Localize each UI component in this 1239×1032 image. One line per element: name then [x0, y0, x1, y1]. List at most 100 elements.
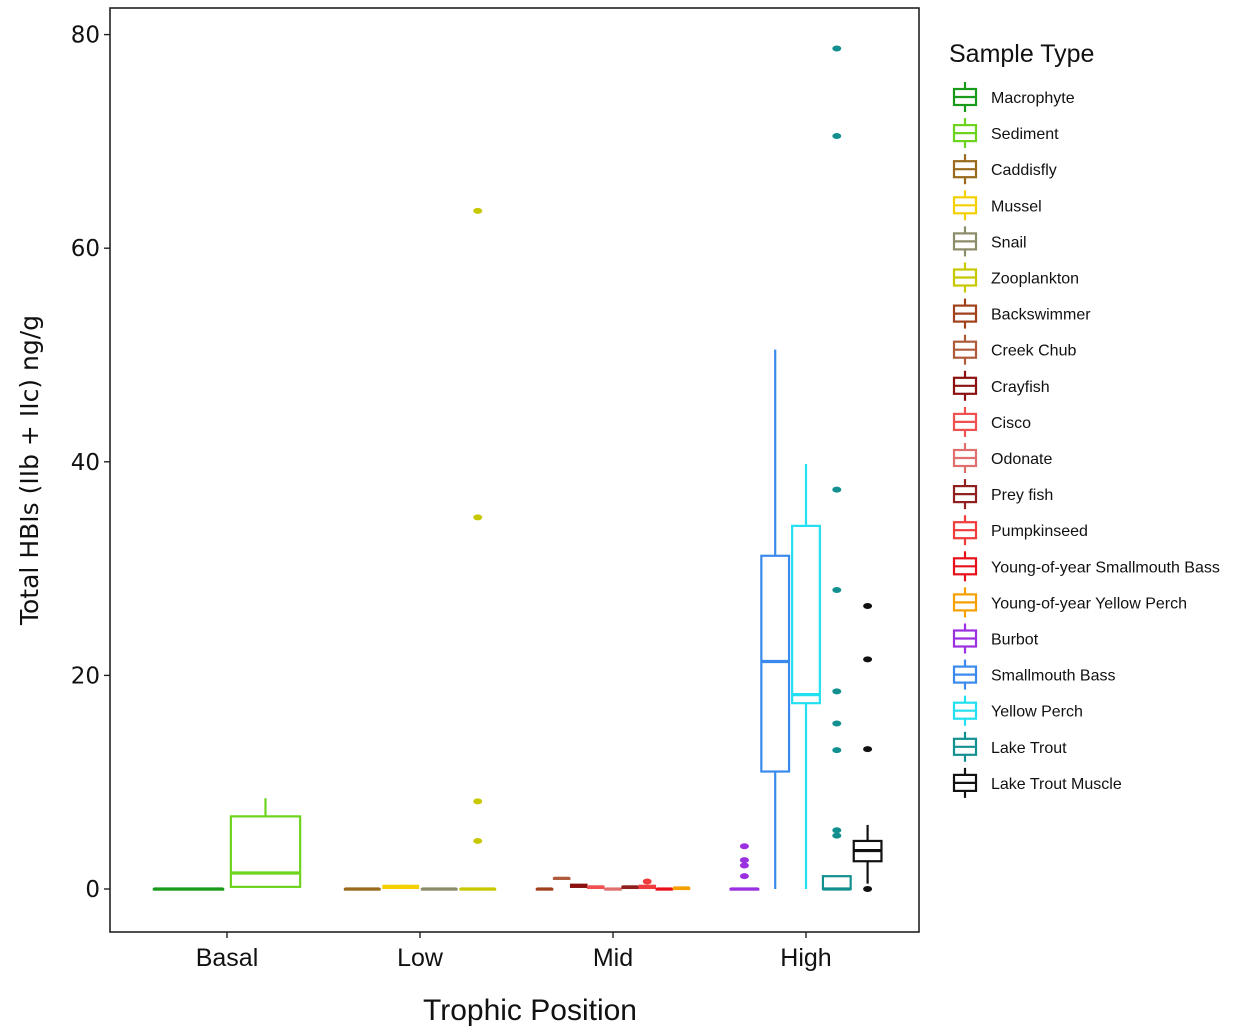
x-tick-label: Basal	[196, 944, 259, 972]
outlier-point	[473, 837, 483, 844]
legend-label: Creek Chub	[991, 343, 1076, 360]
legend-label: Backswimmer	[991, 307, 1091, 324]
legend-label: Young-of-year Yellow Perch	[991, 595, 1187, 612]
box-cisco	[587, 885, 605, 890]
box-yellow-perch	[791, 463, 821, 889]
legend-item-mussel: Mussel	[952, 190, 1042, 221]
outlier-point	[832, 586, 842, 593]
y-tick-label: 20	[71, 663, 100, 689]
legend-item-young-of-year-smallmouth-bass: Young-of-year Smallmouth Bass	[952, 551, 1220, 582]
outlier-point	[832, 688, 842, 695]
y-axis-title: Total HBIs (IIb + IIc) ng/g	[15, 315, 44, 626]
box-burbot	[729, 843, 760, 891]
y-tick-label: 60	[71, 236, 100, 262]
legend-label: Prey fish	[991, 487, 1053, 504]
box-iqr	[229, 815, 302, 888]
legend-label: Caddisfly	[991, 162, 1057, 179]
outlier-point	[832, 45, 842, 52]
legend-label: Macrophyte	[991, 90, 1075, 107]
box-sediment	[229, 798, 302, 888]
box-young-of-year-yellow-perch	[672, 886, 691, 891]
x-tick-label: Low	[397, 944, 444, 972]
outlier-point	[739, 843, 749, 850]
legend-label: Sediment	[991, 126, 1059, 143]
legend-label: Odonate	[991, 451, 1052, 468]
legend-item-backswimmer: Backswimmer	[952, 298, 1091, 329]
outlier-point	[832, 832, 842, 839]
outlier-point	[473, 207, 483, 214]
box-pumpkinseed	[638, 878, 657, 890]
legend-item-zooplankton: Zooplankton	[952, 262, 1079, 293]
legend-label: Crayfish	[991, 379, 1050, 396]
box-iqr	[821, 875, 852, 891]
box-caddisfly	[343, 887, 381, 891]
outlier-point	[832, 827, 842, 834]
box-zooplankton	[459, 207, 497, 891]
legend-item-pumpkinseed: Pumpkinseed	[952, 515, 1088, 546]
box-prey-fish	[621, 885, 639, 890]
x-tick-label: High	[780, 944, 831, 972]
x-tick-label: Mid	[593, 944, 633, 972]
legend-label: Yellow Perch	[991, 704, 1083, 721]
legend-item-caddisfly: Caddisfly	[952, 154, 1057, 185]
box-macrophyte	[152, 887, 225, 891]
legend-item-sediment: Sediment	[952, 118, 1059, 149]
legend-label: Snail	[991, 234, 1027, 251]
legend-item-yellow-perch: Yellow Perch	[952, 695, 1083, 726]
legend-item-creek-chub: Creek Chub	[952, 334, 1076, 365]
y-tick-label: 40	[71, 450, 100, 476]
legend-label: Lake Trout Muscle	[991, 776, 1122, 793]
legend-item-lake-trout-muscle: Lake Trout Muscle	[952, 767, 1122, 798]
y-tick-label: 0	[85, 877, 100, 903]
legend-item-macrophyte: Macrophyte	[952, 82, 1075, 112]
outlier-point	[832, 133, 842, 140]
outlier-point	[739, 862, 749, 869]
outlier-point	[473, 514, 483, 521]
outlier-point	[832, 486, 842, 493]
legend-label: Burbot	[991, 632, 1039, 649]
legend-item-burbot: Burbot	[952, 623, 1039, 654]
x-axis-title: Trophic Position	[423, 994, 637, 1027]
legend-label: Lake Trout	[991, 740, 1067, 757]
outlier-point	[832, 747, 842, 754]
box-mussel	[382, 884, 420, 890]
legend-item-prey-fish: Prey fish	[952, 479, 1053, 510]
legend-item-cisco: Cisco	[952, 406, 1031, 437]
outlier-point	[473, 798, 483, 805]
outlier-point	[863, 746, 873, 753]
outlier-point	[739, 857, 749, 864]
legend-item-odonate: Odonate	[952, 443, 1052, 473]
box-lake-trout	[821, 45, 852, 891]
box-iqr	[791, 524, 821, 705]
outlier-point	[832, 720, 842, 727]
outlier-point	[642, 878, 652, 885]
legend: Macrophyte Sediment Caddisfly Mussel Snail Zo…	[952, 82, 1220, 798]
box-creek-chub	[552, 876, 571, 880]
legend-label: Young-of-year Smallmouth Bass	[991, 559, 1220, 576]
box-smallmouth-bass	[760, 349, 791, 889]
legend-item-crayfish: Crayfish	[952, 370, 1050, 401]
outlier-point	[863, 656, 873, 663]
box-lake-trout-muscle	[852, 602, 883, 892]
outlier-point	[863, 602, 873, 609]
box-young-of-year-smallmouth-bass	[655, 887, 674, 891]
legend-label: Zooplankton	[991, 271, 1079, 288]
legend-label: Cisco	[991, 415, 1031, 432]
outlier-point	[863, 886, 873, 892]
legend-item-smallmouth-bass: Smallmouth Bass	[952, 659, 1116, 690]
box-odonate	[604, 887, 622, 891]
box-backswimmer	[535, 887, 554, 891]
box-iqr	[760, 554, 791, 773]
x-axis: Basal Low Mid High	[196, 932, 832, 972]
y-axis: 0 20 40 60 80	[71, 23, 110, 903]
box-crayfish	[569, 883, 588, 888]
legend-label: Smallmouth Bass	[991, 668, 1116, 685]
legend-item-young-of-year-yellow-perch: Young-of-year Yellow Perch	[952, 587, 1187, 618]
legend-title: Sample Type	[949, 40, 1094, 68]
legend-item-snail: Snail	[952, 226, 1027, 257]
legend-label: Mussel	[991, 198, 1042, 215]
outlier-point	[739, 873, 749, 880]
legend-label: Pumpkinseed	[991, 523, 1088, 540]
y-tick-label: 80	[71, 23, 100, 49]
